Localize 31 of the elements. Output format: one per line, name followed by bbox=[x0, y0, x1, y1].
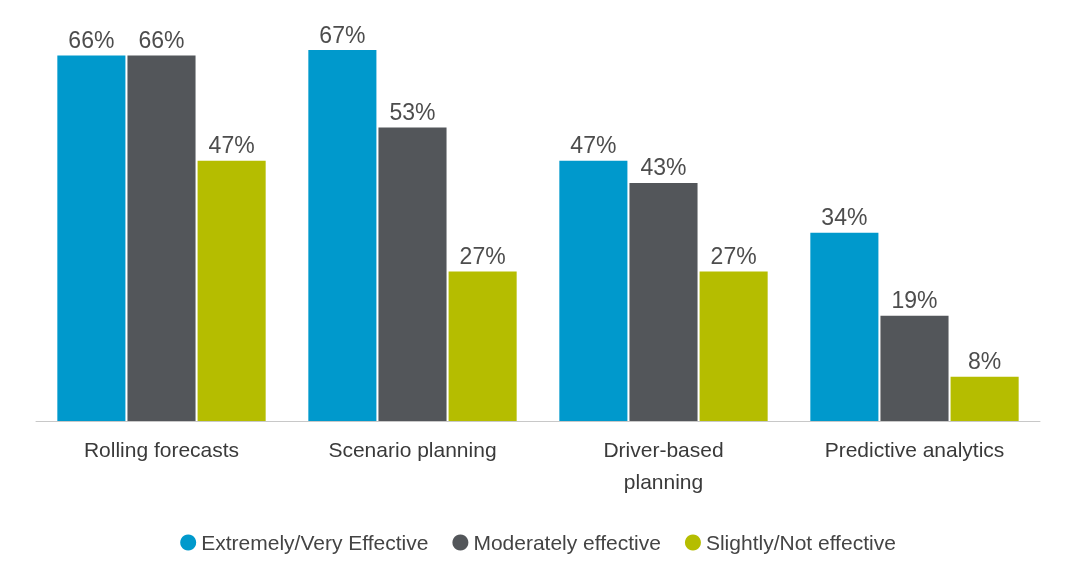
data-label: 27% bbox=[459, 242, 506, 269]
data-label: 27% bbox=[710, 242, 757, 269]
data-label: 34% bbox=[821, 204, 868, 231]
data-label: 47% bbox=[570, 132, 617, 159]
x-tick-label: Scenario planning bbox=[328, 437, 497, 461]
legend-label: Moderately effective bbox=[473, 531, 661, 554]
data-label: 8% bbox=[968, 348, 1002, 375]
bar bbox=[699, 271, 768, 421]
bar bbox=[629, 182, 698, 421]
legend-label: Slightly/Not effective bbox=[705, 531, 896, 554]
bar bbox=[448, 271, 517, 421]
bar bbox=[127, 55, 196, 421]
x-tick-label: Predictive analytics bbox=[824, 437, 1005, 461]
bar bbox=[57, 55, 126, 421]
data-label: 66% bbox=[68, 27, 115, 54]
data-label: 66% bbox=[138, 27, 185, 54]
bar bbox=[810, 232, 879, 421]
data-label: 53% bbox=[389, 99, 436, 126]
data-label: 47% bbox=[208, 132, 255, 159]
bar bbox=[197, 160, 266, 421]
bar bbox=[308, 50, 377, 421]
x-tick-label: Rolling forecasts bbox=[83, 437, 240, 461]
legend-label: Extremely/Very Effective bbox=[201, 531, 429, 554]
bar bbox=[559, 160, 628, 421]
bar bbox=[950, 376, 1019, 421]
data-label: 67% bbox=[319, 21, 366, 48]
bar bbox=[378, 127, 447, 421]
data-label: 19% bbox=[891, 287, 938, 314]
bar bbox=[880, 315, 949, 421]
data-label: 43% bbox=[640, 154, 687, 181]
x-tick-label: Driver-based planning bbox=[603, 437, 724, 493]
